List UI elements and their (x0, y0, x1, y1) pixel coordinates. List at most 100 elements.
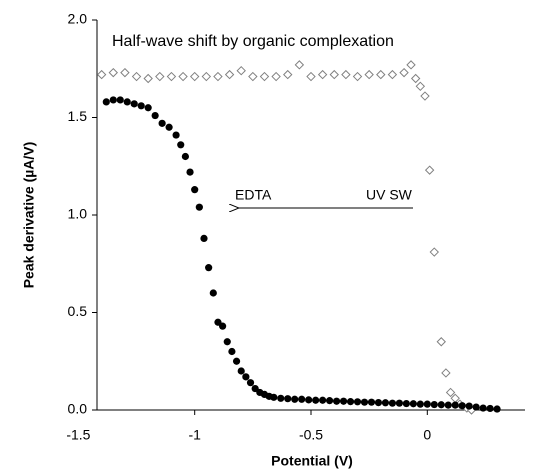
circle-point (181, 152, 189, 161)
circle-point (151, 111, 159, 120)
diamond-point (387, 69, 398, 80)
diamond-point (352, 71, 363, 82)
circle-point (360, 398, 369, 406)
circle-point (158, 119, 166, 127)
circle-point (409, 400, 417, 408)
circle-point (130, 100, 138, 108)
diamond-point (399, 67, 409, 78)
y-tick-label: 2.0 (68, 11, 88, 27)
circle-point (277, 394, 285, 402)
circle-point (430, 400, 438, 409)
circle-point (102, 98, 110, 106)
x-axis-label: Potential (V) (271, 453, 353, 469)
circle-point (388, 399, 397, 407)
circle-point (367, 398, 376, 406)
diamond-point (441, 368, 451, 378)
circle-point (223, 338, 231, 346)
circle-point (246, 379, 255, 387)
circle-point (374, 398, 383, 407)
diamond-point (364, 69, 374, 80)
diamond-point (450, 393, 460, 404)
diamond-point (213, 71, 223, 82)
diamond-point (189, 71, 200, 82)
x-tick-label: -0.5 (299, 427, 323, 443)
y-axis-label: Peak derivative (µA/V) (21, 142, 37, 289)
circle-point (228, 347, 236, 356)
circle-point (423, 400, 431, 408)
circle-point (123, 98, 131, 106)
circle-point (465, 402, 473, 410)
circle-point (451, 401, 459, 409)
diamond-point (178, 71, 188, 82)
circle-point (381, 399, 390, 407)
circle-point (332, 397, 341, 405)
x-tick-label: 0 (423, 427, 431, 443)
diamond-point (224, 69, 235, 80)
diamond-point (329, 69, 339, 80)
diamond-point (236, 65, 246, 76)
circle-point (219, 322, 227, 330)
circle-point (191, 186, 199, 194)
circle-point (109, 96, 117, 104)
circle-point (416, 400, 424, 408)
circle-point (444, 401, 452, 409)
diamond-point (155, 71, 165, 82)
circle-point (339, 397, 348, 405)
y-tick-label: 0.0 (68, 401, 88, 417)
diamond-point (248, 71, 258, 82)
chart-title: Half-wave shift by organic complexation (112, 33, 394, 50)
diamond-point (294, 60, 305, 70)
diamond-point (429, 247, 439, 257)
circle-point (312, 396, 320, 404)
circle-point (284, 395, 292, 403)
circle-point (186, 168, 194, 176)
circle-point (144, 104, 152, 112)
diamond-point (108, 67, 118, 78)
y-tick-label: 1.0 (68, 206, 88, 222)
diamond-point (436, 337, 446, 347)
y-tick-label: 1.5 (68, 108, 88, 124)
circle-point (298, 395, 306, 403)
circle-point (116, 96, 124, 104)
diamond-point (166, 71, 177, 82)
circle-point (200, 234, 208, 242)
circle-point (270, 393, 278, 401)
diamond-point (420, 91, 430, 101)
diamond-point (415, 81, 426, 92)
diamond-point (306, 71, 316, 82)
circle-point (479, 404, 487, 412)
diamond-point (445, 387, 456, 398)
circle-point (209, 289, 217, 297)
diamond-point (376, 69, 386, 80)
annotation: EDTA (235, 187, 272, 203)
circle-point (177, 141, 185, 149)
diamond-point (259, 71, 270, 82)
diamond-point (271, 71, 281, 82)
circle-point (237, 367, 245, 375)
circle-point (402, 399, 410, 408)
circle-point (242, 373, 250, 381)
circle-point (165, 123, 173, 131)
circle-point (353, 398, 362, 406)
circle-point (346, 398, 355, 406)
x-tick-label: -1 (188, 427, 201, 443)
circle-point (195, 203, 203, 211)
diamond-point (317, 69, 328, 80)
diamond-point (410, 73, 421, 84)
circle-point (395, 399, 403, 407)
annotation: UV SW (366, 187, 413, 203)
diamond-point (283, 69, 293, 80)
diamond-point (143, 73, 153, 84)
circle-point (326, 397, 334, 405)
diamond-point (201, 71, 212, 82)
x-tick-label: -1.5 (66, 427, 90, 443)
circle-point (437, 401, 445, 409)
diamond-point (406, 60, 416, 70)
circle-point (472, 403, 480, 411)
circle-point (486, 404, 494, 413)
circle-point (319, 396, 327, 404)
diamond-point (341, 69, 351, 80)
circle-point (232, 357, 241, 365)
circle-point (458, 402, 466, 410)
